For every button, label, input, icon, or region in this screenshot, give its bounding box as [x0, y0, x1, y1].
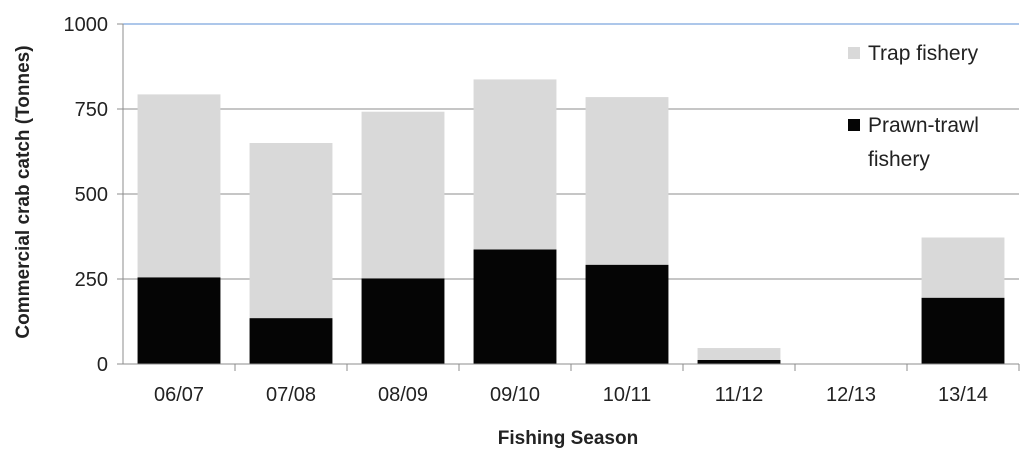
bar-prawn-trawl-5	[697, 359, 781, 364]
y-axis-title: Commercial crab catch (Tonnes)	[13, 45, 34, 338]
y-tick-label: 1000	[64, 14, 109, 36]
bar-prawn-trawl-3	[473, 249, 557, 364]
x-tick-label: 11/12	[715, 384, 764, 406]
y-tick-label: 500	[75, 184, 108, 206]
legend: Trap fishery Prawn-trawl fishery	[848, 42, 979, 171]
bar-prawn-trawl-2	[361, 278, 445, 364]
legend-swatch-prawn-trawl	[848, 119, 860, 131]
bar-trap-3	[473, 79, 557, 250]
bar-trap-5	[697, 348, 781, 360]
axes: 0 250 500 750 1000 06/07 07/08 08/09 09/10 10/11 1…	[64, 14, 1020, 406]
legend-label-trap: Trap fishery	[868, 42, 979, 65]
y-tick-label: 250	[75, 269, 108, 291]
legend-swatch-trap	[848, 47, 860, 59]
x-tick-label: 07/08	[266, 384, 316, 406]
x-tick-label: 09/10	[490, 384, 540, 406]
x-tick-label: 06/07	[154, 384, 204, 406]
bar-prawn-trawl-0	[137, 277, 221, 364]
bar-trap-2	[361, 111, 445, 279]
y-tick-label: 750	[75, 99, 108, 121]
bar-prawn-trawl-4	[585, 264, 669, 364]
bar-prawn-trawl-1	[249, 318, 333, 364]
legend-label-prawn-trawl: fishery	[868, 148, 930, 171]
x-tick-label: 12/13	[826, 384, 876, 406]
x-tick-label: 10/11	[603, 384, 652, 406]
x-tick-label: 13/14	[938, 384, 988, 406]
bar-trap-1	[249, 143, 333, 319]
y-tick-label: 0	[97, 354, 108, 376]
bars	[137, 79, 1005, 364]
bar-trap-0	[137, 94, 221, 278]
bar-trap-4	[585, 97, 669, 265]
x-axis-title: Fishing Season	[498, 428, 638, 449]
legend-label-prawn-trawl: Prawn-trawl	[868, 114, 979, 137]
bar-trap-7	[921, 237, 1005, 298]
bar-prawn-trawl-7	[921, 297, 1005, 364]
x-tick-label: 08/09	[378, 384, 428, 406]
